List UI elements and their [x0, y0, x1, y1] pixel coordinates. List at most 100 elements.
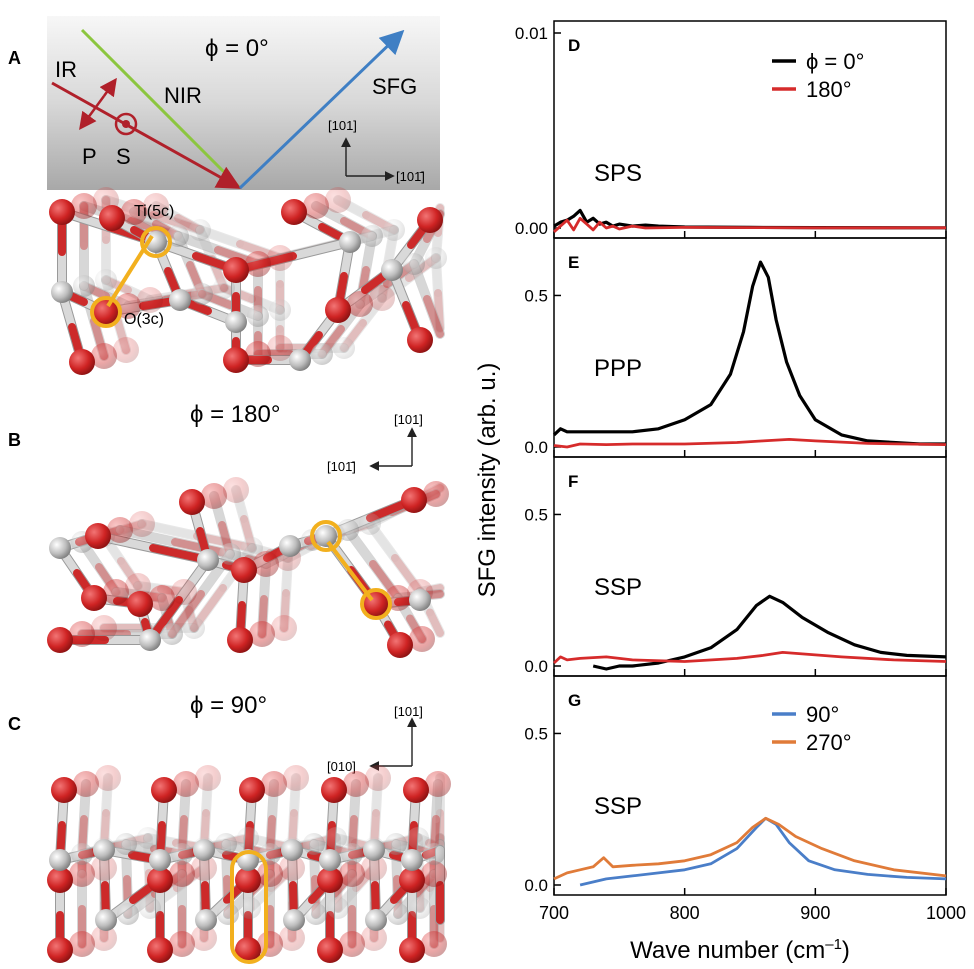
axis-side-label-c: [010]: [327, 759, 356, 774]
oxygen-atom: [99, 205, 125, 231]
nir-beam: [80, 28, 242, 190]
s-label: S: [116, 144, 131, 169]
bond-o-half: [434, 289, 444, 332]
oxygen-atom: [107, 517, 133, 543]
oxygen-atom: [169, 861, 195, 887]
oxygen-atom: [129, 511, 155, 537]
bond: [195, 225, 285, 263]
oxygen-atom: [91, 855, 117, 881]
oxygen-atom: [169, 931, 195, 957]
oxygen-atom: [147, 937, 173, 963]
bond: [365, 519, 425, 597]
oxygen-atom: [127, 591, 153, 617]
legend-label: 180°: [806, 77, 852, 102]
titanium-atom: [383, 219, 405, 241]
crystal-structure-b: [47, 477, 449, 658]
axis-up-label-b: [101]: [394, 412, 423, 427]
titanium-atom: [423, 843, 445, 865]
panel-a: A ϕ = 0° IR NIR SFG P S [101] [101̄] Ti(…: [8, 16, 447, 375]
polarization-mode-label: SSP: [594, 574, 642, 601]
titanium-atom: [341, 843, 363, 865]
oxygen-atom: [347, 291, 373, 317]
crystal-atoms-a: [49, 187, 447, 375]
oxygen-atom: [317, 937, 343, 963]
titanium-atom: [385, 833, 407, 855]
p-polarization-arrow-up: [99, 77, 117, 98]
titanium-atom: [137, 827, 159, 849]
titanium-atom: [171, 843, 193, 865]
titanium-atom: [117, 903, 139, 925]
panel-c: C ϕ = 90° [101] [010]: [8, 692, 451, 964]
ti-highlight-ring-b: [310, 520, 342, 552]
oxygen-atom: [245, 251, 271, 277]
oxygen-atom: [227, 627, 253, 653]
oxygen-atom: [201, 483, 227, 509]
panel-b: B ϕ = 180° [101] [101̄]: [8, 401, 449, 658]
titanium-atom: [281, 839, 303, 861]
oxygen-atom: [339, 861, 365, 887]
titanium-atom: [247, 305, 269, 327]
legend-label: 90°: [806, 702, 839, 727]
panel-letter-d: D: [568, 36, 580, 55]
titanium-atom: [363, 839, 385, 861]
oxygen-atom: [47, 937, 73, 963]
oxygen-atom: [93, 299, 119, 325]
oxygen-atom: [223, 257, 249, 283]
oxygen-atom: [91, 615, 117, 641]
y-tick-label: 0.0: [524, 438, 548, 457]
spectra-chart: SFG intensity (arb. u.) Wave number (cm–…: [474, 20, 966, 964]
bond-o-half: [426, 608, 444, 637]
titanium-atom: [93, 839, 115, 861]
series-line-black: [592, 594, 947, 671]
oxygen-atom: [257, 931, 283, 957]
x-axis-label: Wave number (cm–1): [630, 936, 850, 964]
oxygen-atom: [417, 207, 443, 233]
y-tick-label: 0.01: [515, 24, 548, 43]
bond: [343, 525, 403, 603]
titanium-atom: [327, 897, 349, 919]
o-highlight-ring-a: [90, 296, 122, 328]
oxygen-atom: [85, 523, 111, 549]
series-line-blue: [579, 816, 947, 887]
oxygen-atom: [283, 765, 309, 791]
ti-highlight-ring-a: [140, 226, 172, 258]
oxygen-atom: [49, 199, 75, 225]
oxygen-atom: [279, 925, 305, 951]
titanium-atom: [315, 525, 337, 547]
titanium-atom: [193, 839, 215, 861]
y-tick-label: 0.0: [524, 657, 548, 676]
bond: [409, 259, 445, 339]
axis-side-label-b: [101̄]: [327, 459, 356, 474]
axis-side-label-a: [101̄]: [396, 169, 425, 184]
titanium-atom: [303, 833, 325, 855]
s-polarization-dot: [122, 120, 130, 128]
plot-frame: [553, 20, 947, 239]
phi-label-c: ϕ = 90°: [190, 692, 267, 719]
titanium-atom: [401, 849, 423, 871]
panel-letter-e: E: [568, 253, 579, 272]
titanium-atom: [305, 903, 327, 925]
oxygen-atom: [179, 489, 205, 515]
oxygen-atom: [91, 925, 117, 951]
titanium-atom: [241, 537, 263, 559]
oxygen-atom: [69, 621, 95, 647]
subplot-g: 0.0 0.5 700 800 900 1000 G SSP 90° 270°: [524, 675, 966, 923]
oxygen-atom: [235, 867, 261, 893]
axis-up-label-c: [101]: [394, 704, 423, 719]
oxygen-atom: [267, 335, 293, 361]
x-tick-label: 900: [800, 903, 830, 923]
oxygen-atom: [387, 632, 413, 658]
titanium-atom: [289, 349, 311, 371]
titanium-atom: [325, 827, 347, 849]
titanium-atom: [359, 513, 381, 535]
titanium-atom: [161, 623, 183, 645]
oxygen-atom: [317, 867, 343, 893]
plot-frame: [553, 456, 947, 677]
panel-letter-b: B: [8, 430, 21, 450]
legend-label: ϕ = 0°: [806, 49, 864, 74]
oxygen-atom: [407, 327, 433, 353]
titanium-atom: [409, 589, 431, 611]
p-polarization-arrow: [79, 95, 106, 131]
panel-letter-f: F: [568, 472, 578, 491]
oxygen-atom: [321, 777, 347, 803]
